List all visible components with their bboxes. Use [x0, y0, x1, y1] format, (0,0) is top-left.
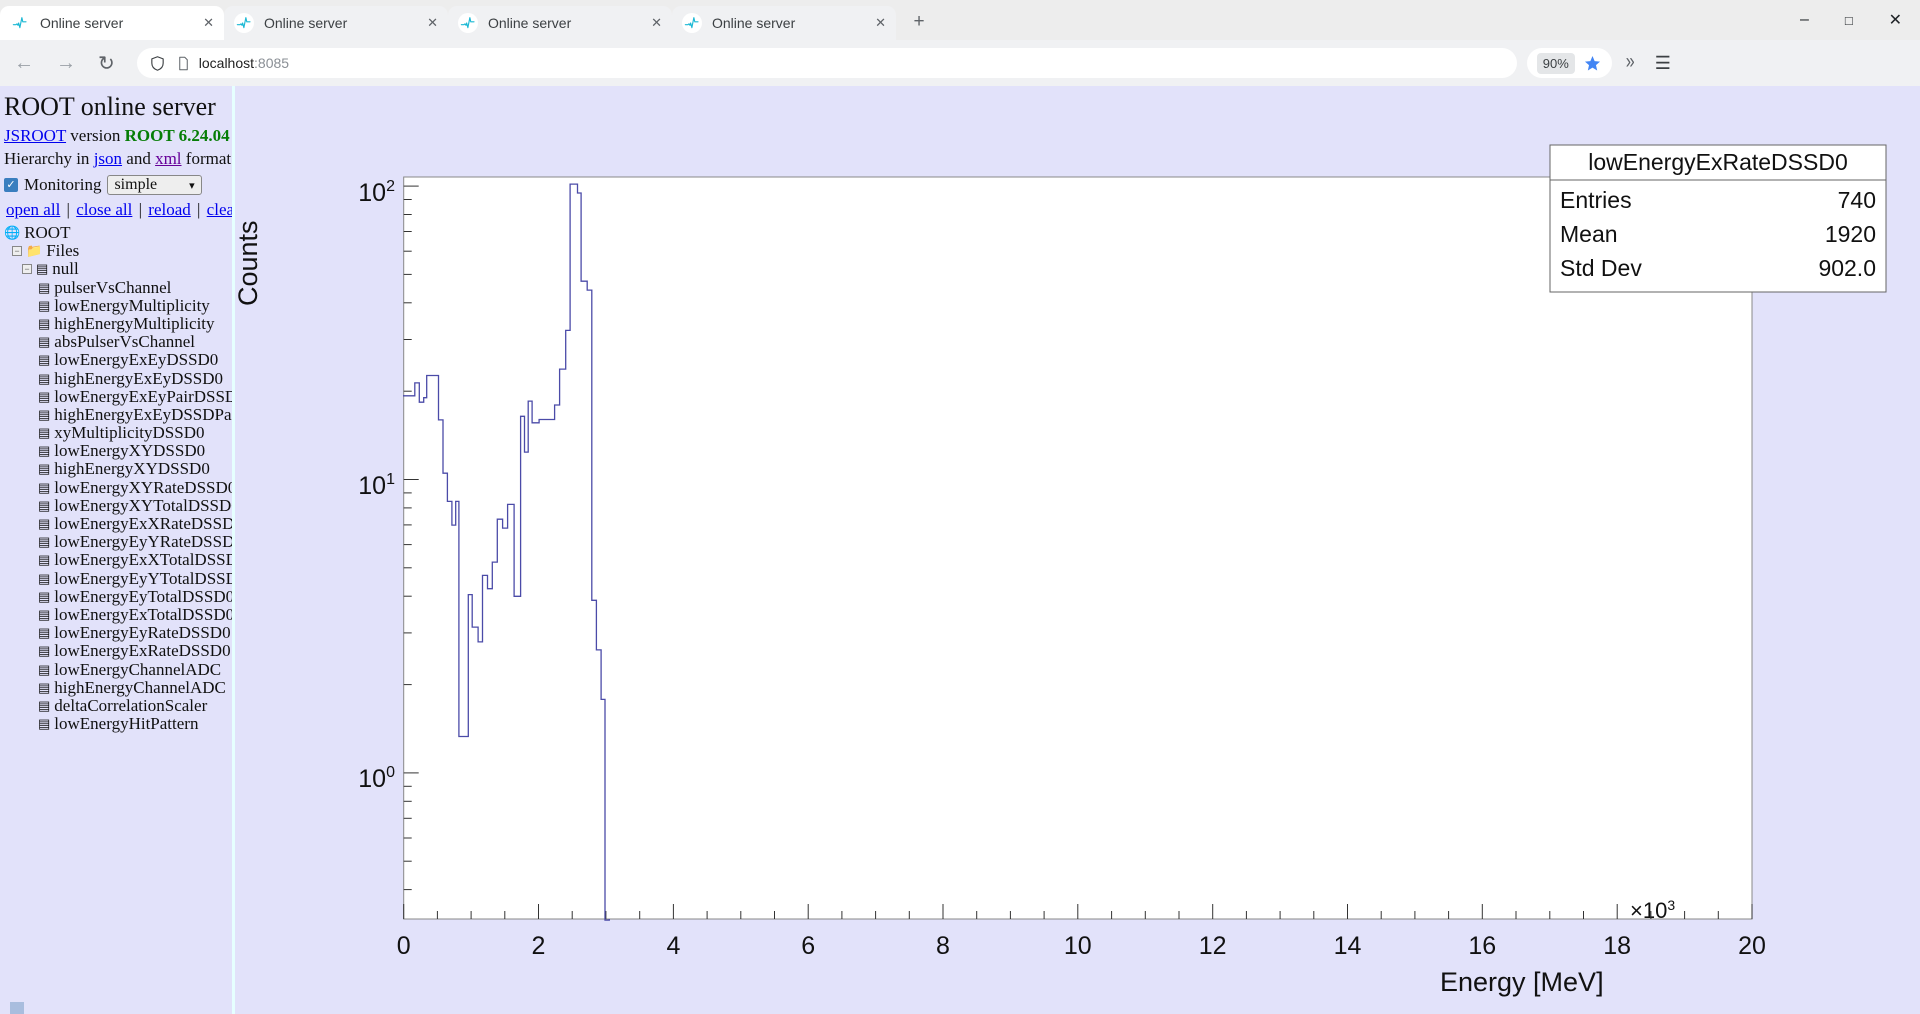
svg-text:Energy [MeV]: Energy [MeV] — [1440, 967, 1604, 997]
svg-text:Counts: Counts — [233, 220, 263, 306]
svg-text:100: 100 — [358, 764, 395, 793]
svg-text:2: 2 — [532, 932, 546, 960]
svg-text:14: 14 — [1334, 932, 1362, 960]
svg-text:902.0: 902.0 — [1818, 255, 1876, 281]
svg-text:Entries: Entries — [1560, 187, 1632, 213]
svg-text:16: 16 — [1468, 932, 1496, 960]
svg-text:8: 8 — [936, 932, 950, 960]
svg-text:12: 12 — [1199, 932, 1227, 960]
svg-text:Std Dev: Std Dev — [1560, 255, 1642, 281]
svg-text:4: 4 — [666, 932, 680, 960]
svg-text:101: 101 — [358, 471, 395, 500]
svg-text:102: 102 — [358, 178, 395, 207]
svg-text:740: 740 — [1838, 187, 1876, 213]
svg-text:10: 10 — [1064, 932, 1092, 960]
svg-text:Mean: Mean — [1560, 221, 1618, 247]
svg-text:18: 18 — [1603, 932, 1631, 960]
svg-text:0: 0 — [397, 932, 411, 960]
svg-text:20: 20 — [1738, 932, 1766, 960]
svg-text:1920: 1920 — [1825, 221, 1876, 247]
svg-text:6: 6 — [801, 932, 815, 960]
svg-text:lowEnergyExRateDSSD0: lowEnergyExRateDSSD0 — [1588, 149, 1848, 175]
